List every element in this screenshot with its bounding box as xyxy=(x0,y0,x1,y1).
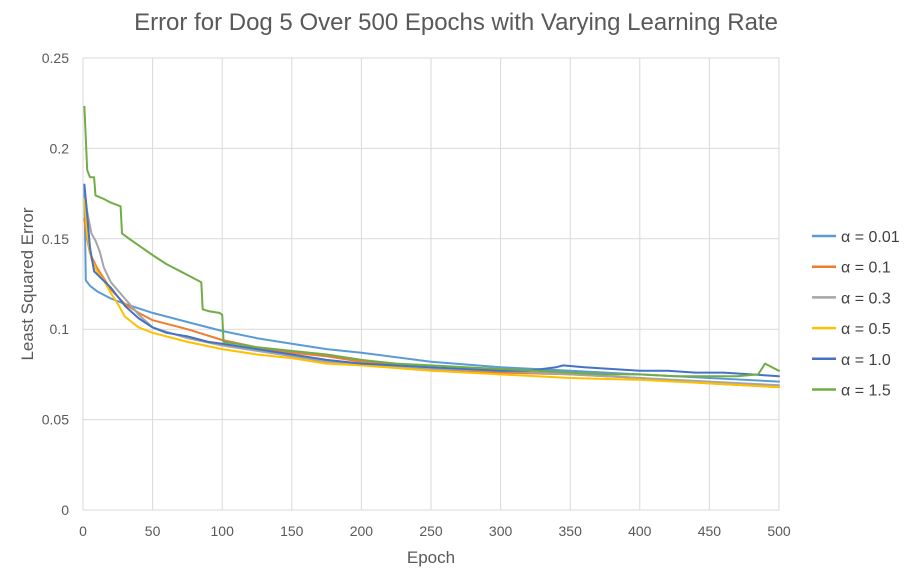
y-tick-label: 0.25 xyxy=(42,50,69,66)
x-tick-label: 0 xyxy=(79,523,87,539)
x-tick-label: 50 xyxy=(145,523,161,539)
legend-label: α = 0.01 xyxy=(841,229,900,246)
x-tick-label: 450 xyxy=(698,523,722,539)
series-line-6 xyxy=(83,105,780,378)
legend-label: α = 0.5 xyxy=(841,321,891,338)
x-tick-label: 300 xyxy=(489,523,513,539)
x-axis-title: Epoch xyxy=(407,548,455,567)
gridlines xyxy=(82,57,780,511)
series-line-1 xyxy=(83,187,780,383)
series-line-4 xyxy=(83,198,780,389)
legend: α = 0.01 α = 0.1 α = 0.3 α = 0.5 α = 1.0 α = … xyxy=(812,229,900,400)
y-tick-label: 0.05 xyxy=(42,412,69,428)
legend-label: α = 0.1 xyxy=(841,260,891,277)
y-tick-label: 0.1 xyxy=(50,321,70,337)
series-line-3 xyxy=(83,187,780,387)
x-tick-label: 150 xyxy=(280,523,304,539)
x-tick-label: 350 xyxy=(559,523,583,539)
x-axis-ticks: 0 50 100 150 200 250 300 350 400 450 500 xyxy=(79,523,791,539)
y-tick-label: 0.15 xyxy=(42,231,69,247)
y-axis-title: Least Squared Error xyxy=(18,207,37,360)
legend-label: α = 1.0 xyxy=(841,352,891,369)
chart-title: Error for Dog 5 Over 500 Epochs with Var… xyxy=(134,9,778,36)
series-lines xyxy=(83,105,780,389)
y-axis-ticks: 0 0.05 0.1 0.15 0.2 0.25 xyxy=(42,50,69,518)
x-tick-label: 200 xyxy=(350,523,374,539)
x-tick-label: 100 xyxy=(211,523,235,539)
legend-label: α = 1.5 xyxy=(841,383,891,400)
x-tick-label: 500 xyxy=(767,523,791,539)
y-tick-label: 0.2 xyxy=(50,140,70,156)
series-line-5 xyxy=(83,183,780,378)
x-tick-label: 250 xyxy=(419,523,443,539)
legend-label: α = 0.3 xyxy=(841,290,891,307)
x-tick-label: 400 xyxy=(628,523,652,539)
y-tick-label: 0 xyxy=(61,502,69,518)
